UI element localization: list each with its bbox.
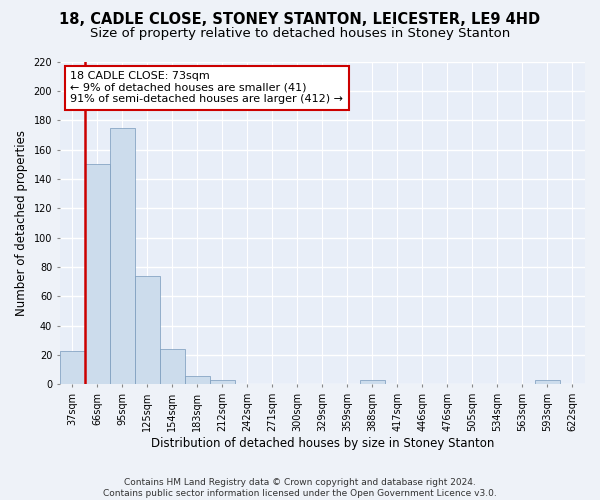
Bar: [360, 380, 385, 384]
Text: 18, CADLE CLOSE, STONEY STANTON, LEICESTER, LE9 4HD: 18, CADLE CLOSE, STONEY STANTON, LEICEST…: [59, 12, 541, 28]
Bar: [85, 164, 110, 384]
Y-axis label: Number of detached properties: Number of detached properties: [15, 130, 28, 316]
Bar: [160, 349, 185, 384]
Bar: [60, 350, 85, 384]
Text: Size of property relative to detached houses in Stoney Stanton: Size of property relative to detached ho…: [90, 28, 510, 40]
X-axis label: Distribution of detached houses by size in Stoney Stanton: Distribution of detached houses by size …: [151, 437, 494, 450]
Bar: [135, 276, 160, 384]
Text: Contains HM Land Registry data © Crown copyright and database right 2024.
Contai: Contains HM Land Registry data © Crown c…: [103, 478, 497, 498]
Bar: [535, 380, 560, 384]
Bar: [210, 380, 235, 384]
Bar: [185, 376, 210, 384]
Bar: [110, 128, 135, 384]
Text: 18 CADLE CLOSE: 73sqm
← 9% of detached houses are smaller (41)
91% of semi-detac: 18 CADLE CLOSE: 73sqm ← 9% of detached h…: [70, 71, 343, 104]
